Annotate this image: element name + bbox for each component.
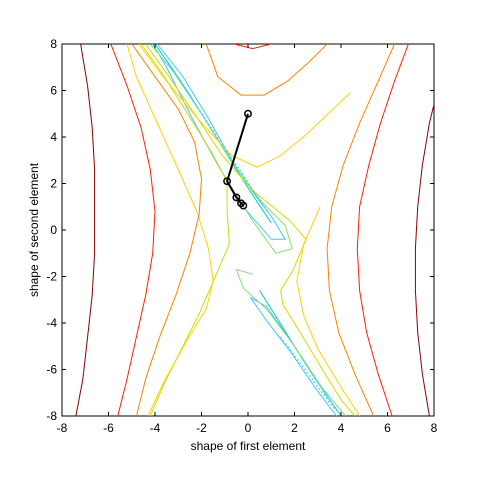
contour-level-1-curve-0 — [152, 44, 287, 240]
path-line — [226, 113, 249, 207]
y-tick-label: 0 — [50, 223, 57, 237]
y-tick-label: -2 — [46, 270, 57, 284]
contour-level-5-curve-2 — [326, 44, 395, 416]
contour-level-4-curve-0 — [138, 44, 351, 168]
x-tick-label: -2 — [196, 421, 207, 435]
x-tick-label: 8 — [431, 421, 438, 435]
ridge-segment-1 — [279, 336, 337, 412]
contour-level-4-curve-2 — [296, 206, 361, 416]
x-axis-label: shape of first element — [191, 439, 306, 453]
x-tick-label: 0 — [245, 421, 252, 435]
y-tick-label: 2 — [50, 177, 57, 191]
ridge-dotted-lines — [154, 44, 337, 412]
x-tick-label: 4 — [338, 421, 345, 435]
path-point-1 — [223, 177, 232, 186]
path-point-2 — [232, 193, 241, 202]
y-axis-label: shape of second element — [27, 162, 41, 297]
plot-area — [61, 43, 435, 417]
y-tick-label: -4 — [46, 316, 57, 330]
contour-level-6-curve-1 — [356, 44, 409, 416]
y-tick-label: 8 — [50, 37, 57, 51]
contour-level-2-curve-1 — [235, 268, 346, 416]
y-tick-label: 4 — [50, 130, 57, 144]
path-point-3 — [237, 199, 245, 208]
x-tick-label: 6 — [384, 421, 391, 435]
contour-level-4-curve-1 — [126, 44, 214, 416]
contour-level-6-curve-0 — [110, 44, 156, 416]
y-tick-label: -6 — [46, 363, 57, 377]
contour-level-2-curve-0 — [149, 44, 293, 254]
contour-level-5-curve-0 — [131, 44, 203, 416]
x-tick-label: -8 — [57, 421, 68, 435]
path-point-4 — [239, 201, 248, 210]
axes-box — [61, 43, 435, 417]
optimization-path — [223, 109, 252, 210]
x-tick-label: 2 — [291, 421, 298, 435]
x-axis-ticks: -8 -6 -4 -2 0 2 4 6 8 — [57, 44, 438, 435]
contour-level-5-curve-1 — [205, 44, 328, 96]
y-tick-label: -8 — [46, 409, 57, 423]
x-tick-label: -6 — [103, 421, 114, 435]
contour-lines — [75, 44, 434, 416]
x-tick-label: -4 — [150, 421, 161, 435]
contour-level-6-curve-2 — [233, 44, 272, 50]
y-axis-ticks: -8 -6 -4 -2 0 2 4 6 8 — [46, 37, 434, 423]
y-tick-label: 6 — [50, 84, 57, 98]
contour-level-7-curve-0 — [75, 44, 96, 416]
contour-level-7-curve-1 — [414, 104, 434, 416]
path-point-0 — [244, 109, 252, 118]
